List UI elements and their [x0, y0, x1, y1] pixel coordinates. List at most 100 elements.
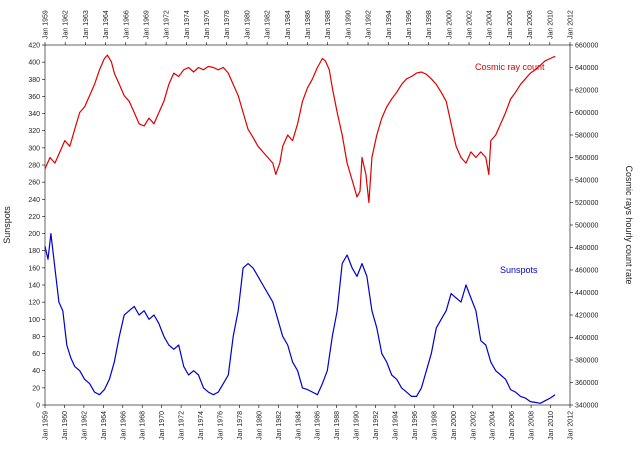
- bottom-axis-tick-label: Jan 1978: [237, 411, 244, 440]
- bottom-axis-tick-label: Jan 1994: [393, 411, 400, 440]
- left-axis-tick-label: 360: [28, 94, 40, 101]
- top-axis-tick-label: Jan 1966: [123, 10, 130, 39]
- top-axis-tick-label: Jan 2002: [467, 10, 474, 39]
- top-axis-tick-label: Jan 1998: [426, 10, 433, 39]
- right-axis-tick-label: 600000: [575, 110, 598, 117]
- top-axis-tick-label: Jan 1988: [325, 10, 332, 39]
- top-axis-tick-label: Jan 1959: [43, 10, 50, 39]
- bottom-axis-tick-label: Jan 2004: [490, 411, 497, 440]
- right-axis-tick-label: 400000: [575, 335, 598, 342]
- right-axis-tick-label: 560000: [575, 155, 598, 162]
- top-axis-tick-label: Jan 1978: [224, 10, 231, 39]
- bottom-axis-tick-label: Jan 1996: [412, 411, 419, 440]
- bottom-axis-tick-label: Jan 1986: [315, 411, 322, 440]
- right-axis-tick-label: 360000: [575, 380, 598, 387]
- top-axis-tick-labels: Jan 1959 Jan 1962 Jan 1963 Jan 1964 Jan 1966…: [43, 10, 575, 39]
- left-axis-tick-label: 420: [28, 43, 40, 50]
- left-axis-tick-label: 320: [28, 128, 40, 135]
- left-axis-tick-label: 220: [28, 214, 40, 221]
- bottom-axis-tick-label: Jan 1970: [159, 411, 166, 440]
- bottom-axis-tick-label: Jan 2012: [568, 411, 575, 440]
- bottom-axis-tick-label: Jan 1980: [256, 411, 263, 440]
- left-axis-tick-label: 120: [28, 300, 40, 307]
- right-axis-tick-label: 620000: [575, 88, 598, 95]
- right-axis-tick-label: 520000: [575, 200, 598, 207]
- right-axis-tick-label: 540000: [575, 178, 598, 185]
- top-axis-tick-label: Jan 2010: [547, 10, 554, 39]
- bottom-axis-tick-label: Jan 1974: [198, 411, 205, 440]
- right-axis-title: Cosmic rays hourly count rate: [624, 165, 634, 284]
- bottom-axis-tick-label: Jan 1962: [81, 411, 88, 440]
- left-axis-tick-label: 340: [28, 111, 40, 118]
- left-axis-tick-label: 300: [28, 145, 40, 152]
- bottom-axis-tick-label: Jan 1982: [276, 411, 283, 440]
- top-axis-tick-label: Jan 2012: [568, 10, 575, 39]
- top-axis-tick-label: Jan 2004: [487, 10, 494, 39]
- right-axis-tick-label: 660000: [575, 43, 598, 50]
- bottom-axis-tick-label: Jan 2006: [509, 411, 516, 440]
- right-axis-tick-label: 460000: [575, 268, 598, 275]
- series-lines: [44, 54, 556, 404]
- top-axis-tick-label: Jan 1972: [164, 10, 171, 39]
- bottom-axis-tick-label: Jan 2008: [529, 411, 536, 440]
- series-line-sunspots: [44, 233, 556, 404]
- right-axis-tick-label: 500000: [575, 223, 598, 230]
- left-axis-tick-label: 80: [32, 334, 40, 341]
- series-label-cosmic-ray-count: Cosmic ray count: [475, 62, 545, 72]
- left-axis-tick-label: 260: [28, 180, 40, 187]
- left-axis-tick-label: 20: [32, 385, 40, 392]
- bottom-axis-tick-label: Jan 1984: [295, 411, 302, 440]
- right-axis-tick-label: 340000: [575, 403, 598, 410]
- bottom-axis-tick-label: Jan 1972: [179, 411, 186, 440]
- bottom-axis-tick-label: Jan 1966: [120, 411, 127, 440]
- left-axis-tick-labels: 0 20 40 60 80 100 120 140 160 180 200 220 240 260 280 3…: [28, 43, 40, 410]
- bottom-axis-tick-label: Jan 1964: [101, 411, 108, 440]
- right-axis-tick-label: 380000: [575, 358, 598, 365]
- series-label-sunspots: Sunspots: [500, 265, 538, 275]
- top-axis-tick-label: Jan 1992: [366, 10, 373, 39]
- bottom-axis-tick-label: Jan 1990: [354, 411, 361, 440]
- left-axis-tick-label: 0: [36, 403, 40, 410]
- top-axis-tick-label: Jan 1964: [103, 10, 110, 39]
- bottom-axis-tick-label: Jan 1959: [43, 411, 50, 440]
- right-axis-tick-label: 440000: [575, 290, 598, 297]
- top-axis-tick-label: Jan 1986: [305, 10, 312, 39]
- left-axis-tick-label: 200: [28, 231, 40, 238]
- bottom-axis-tick-label: Jan 1992: [373, 411, 380, 440]
- series-line-cosmic-ray-count: [44, 54, 556, 204]
- bottom-axis-tick-labels: Jan 1959 Jan 1960 Jan 1962 Jan 1964 Jan 1966…: [43, 411, 575, 440]
- left-axis-title: Sunspots: [2, 206, 12, 244]
- left-axis-tick-label: 100: [28, 317, 40, 324]
- left-axis-tick-label: 140: [28, 283, 40, 290]
- top-axis-tick-label: Jan 1974: [184, 10, 191, 39]
- top-axis-tick-label: Jan 1984: [285, 10, 292, 39]
- bottom-axis-tick-label: Jan 2010: [548, 411, 555, 440]
- bottom-axis-tick-label: Jan 2002: [470, 411, 477, 440]
- left-axis-tick-label: 60: [32, 351, 40, 358]
- right-axis-tick-label: 580000: [575, 133, 598, 140]
- bottom-axis-tick-label: Jan 2000: [451, 411, 458, 440]
- top-axis-tick-label: Jan 1976: [204, 10, 211, 39]
- top-axis-tick-label: Jan 1962: [63, 10, 70, 39]
- bottom-axis-tick-label: Jan 1960: [62, 411, 69, 440]
- bottom-axis-tick-label: Jan 1968: [140, 411, 147, 440]
- top-axis-tick-label: Jan 1980: [244, 10, 251, 39]
- left-axis-tick-label: 280: [28, 163, 40, 170]
- top-axis-tick-label: Jan 1990: [345, 10, 352, 39]
- top-axis-tick-label: Jan 1963: [83, 10, 90, 39]
- top-axis-tick-label: Jan 2008: [527, 10, 534, 39]
- top-axis-tick-label: Jan 1994: [386, 10, 393, 39]
- left-axis-tick-label: 40: [32, 368, 40, 375]
- bottom-axis-tick-label: Jan 1976: [218, 411, 225, 440]
- right-axis-tick-labels: 340000 360000 380000 400000 420000 440000 4600…: [575, 43, 598, 410]
- top-axis-tick-label: Jan 2006: [507, 10, 514, 39]
- top-axis-tick-label: Jan 1969: [143, 10, 150, 39]
- left-axis-tick-label: 240: [28, 197, 40, 204]
- right-axis-tick-label: 480000: [575, 245, 598, 252]
- left-axis-tick-label: 180: [28, 248, 40, 255]
- left-axis-tick-label: 400: [28, 60, 40, 67]
- plot-area: [44, 44, 571, 406]
- axis-ticks: [42, 42, 573, 408]
- top-axis-tick-label: Jan 1982: [265, 10, 272, 39]
- right-axis-tick-label: 640000: [575, 65, 598, 72]
